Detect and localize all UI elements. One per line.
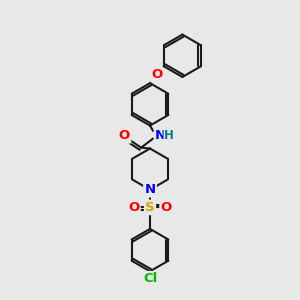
Text: O: O — [128, 201, 140, 214]
Text: S: S — [145, 201, 155, 214]
Text: H: H — [164, 129, 174, 142]
Text: O: O — [152, 68, 163, 81]
Text: N: N — [144, 183, 156, 196]
Text: Cl: Cl — [143, 272, 157, 285]
Text: O: O — [119, 129, 130, 142]
Text: N: N — [154, 129, 166, 142]
Text: O: O — [160, 201, 172, 214]
